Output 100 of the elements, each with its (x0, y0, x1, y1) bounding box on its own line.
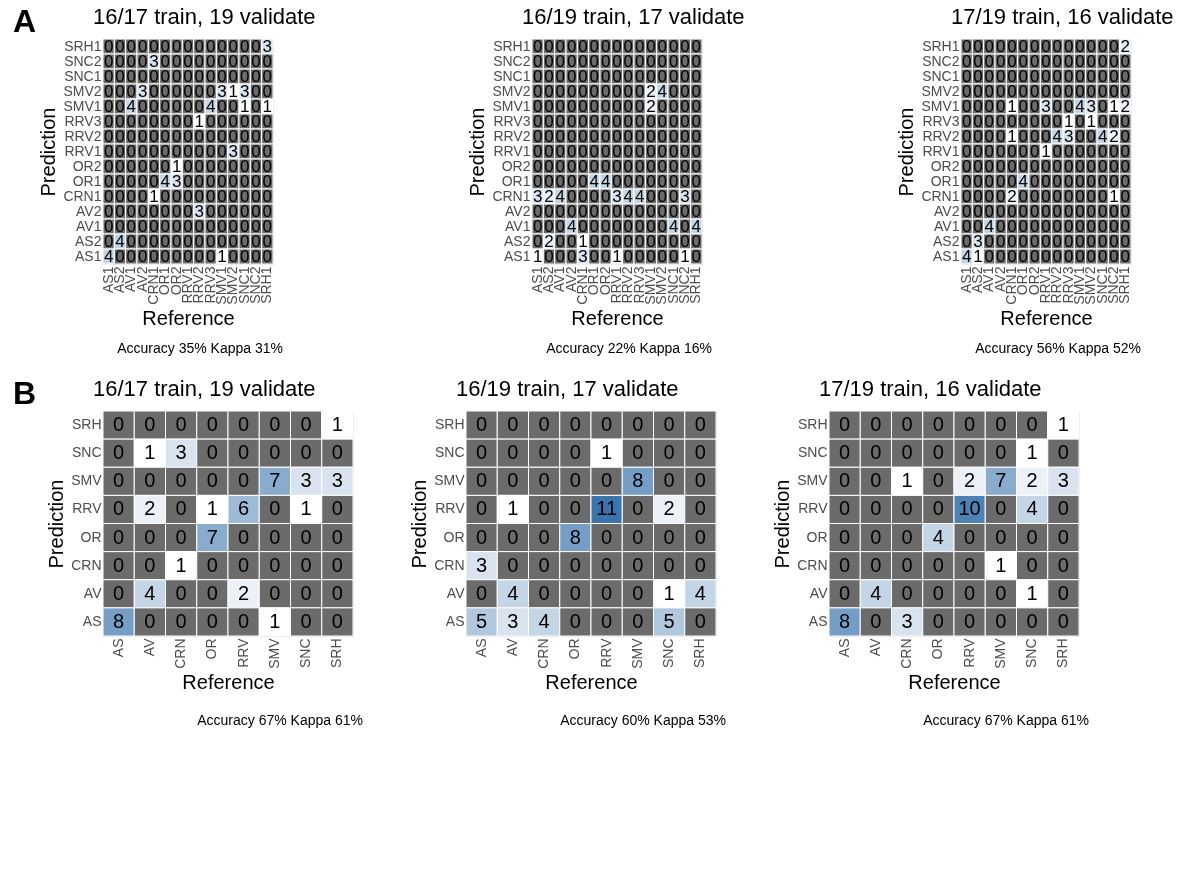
data-label: 0 (228, 111, 239, 131)
data-label: 11 (596, 497, 618, 520)
data-label: 0 (171, 126, 182, 146)
chart-title: 16/19 train, 17 validate (522, 4, 745, 29)
data-label: 4 (555, 186, 566, 206)
data-label: 0 (680, 96, 690, 116)
data-label: 1 (612, 246, 622, 266)
data-label: 0 (149, 171, 159, 191)
data-label: 0 (1052, 36, 1063, 56)
data-label: 0 (238, 553, 250, 576)
data-label: 4 (144, 581, 156, 604)
data-label: 0 (115, 126, 125, 146)
data-label: 0 (1007, 216, 1017, 236)
data-label: 0 (964, 553, 976, 576)
data-label: 0 (137, 126, 148, 146)
data-label: 0 (171, 51, 182, 71)
data-label: 0 (646, 186, 656, 206)
data-label: 0 (113, 441, 125, 464)
data-label: 0 (995, 51, 1006, 71)
data-label: 0 (171, 186, 182, 206)
x-tick-label: SNC (660, 638, 677, 669)
data-label: 0 (691, 111, 702, 131)
data-label: 0 (589, 231, 600, 251)
data-label: 4 (691, 216, 702, 236)
y-axis-title: Prediction (895, 107, 918, 197)
data-label: 0 (194, 66, 205, 86)
data-label: 1 (532, 246, 543, 266)
y-tick-label: SMV (71, 472, 103, 489)
data-label: 0 (1075, 66, 1085, 86)
data-label: 0 (984, 66, 995, 86)
data-label: 0 (984, 156, 995, 176)
data-label: 0 (657, 51, 668, 71)
data-label: 0 (300, 553, 312, 576)
data-label: 0 (646, 36, 656, 56)
y-tick-label: RRV2 (922, 127, 960, 144)
data-label: 0 (566, 81, 577, 101)
data-label: 0 (217, 36, 227, 56)
data-label: 1 (507, 497, 519, 520)
data-label: 0 (632, 525, 644, 548)
data-label: 0 (239, 126, 250, 146)
data-label: 0 (183, 156, 193, 176)
data-label: 0 (183, 171, 193, 191)
data-label: 2 (144, 497, 156, 520)
data-label: 0 (228, 51, 239, 71)
data-label: 0 (932, 413, 944, 436)
data-label: 0 (668, 246, 679, 266)
data-label: 0 (1029, 231, 1040, 251)
data-label: 0 (532, 66, 543, 86)
x-tick-label: AV (140, 637, 157, 657)
data-label: 1 (1007, 96, 1017, 116)
data-label: 0 (634, 171, 645, 191)
data-label: 0 (149, 81, 159, 101)
data-label: 0 (103, 96, 114, 116)
data-label: 0 (217, 51, 227, 71)
data-label: 1 (1086, 111, 1097, 131)
data-label: 0 (578, 156, 588, 176)
data-label: 0 (623, 201, 634, 221)
data-label: 0 (183, 81, 193, 101)
data-label: 3 (194, 201, 205, 221)
data-label: 2 (1109, 126, 1119, 146)
data-label: 0 (171, 216, 182, 236)
data-label: 0 (566, 66, 577, 86)
data-label: 0 (149, 141, 159, 161)
data-label: 0 (1075, 111, 1085, 131)
data-label: 0 (160, 231, 171, 251)
data-label: 0 (206, 581, 218, 604)
x-tick-label: SMV (628, 637, 645, 669)
data-label: 0 (870, 609, 882, 632)
data-label: 0 (694, 497, 706, 520)
data-label: 0 (115, 186, 125, 206)
data-label: 4 (694, 581, 706, 604)
data-label: 0 (171, 111, 182, 131)
data-label: 0 (1029, 96, 1040, 116)
text: Accuracy 22% Kappa 16% (546, 340, 712, 356)
y-tick-label: SMV (434, 472, 466, 489)
data-label: 0 (1007, 246, 1017, 266)
data-label: 0 (1086, 126, 1097, 146)
text: Accuracy 35% Kappa 31% (117, 340, 283, 356)
data-label: 0 (634, 126, 645, 146)
data-label: 0 (589, 51, 600, 71)
data-label: 0 (680, 216, 690, 236)
data-label: 0 (589, 246, 600, 266)
y-tick-label: RRV (435, 500, 466, 517)
data-label: 0 (262, 216, 273, 236)
data-label: 0 (1075, 186, 1085, 206)
data-label: 0 (680, 126, 690, 146)
data-label: 0 (961, 126, 972, 146)
data-label: 0 (632, 553, 644, 576)
data-label: 0 (1120, 156, 1131, 176)
data-label: 4 (1097, 126, 1108, 146)
data-label: 0 (171, 96, 182, 116)
data-label: 0 (973, 216, 983, 236)
data-label: 0 (269, 525, 281, 548)
data-label: 3 (239, 81, 250, 101)
data-label: 0 (600, 66, 611, 86)
data-label: 0 (137, 36, 148, 56)
data-label: 0 (532, 51, 543, 71)
data-label: 0 (1029, 216, 1040, 236)
data-label: 0 (206, 441, 218, 464)
data-label: 0 (612, 141, 622, 161)
